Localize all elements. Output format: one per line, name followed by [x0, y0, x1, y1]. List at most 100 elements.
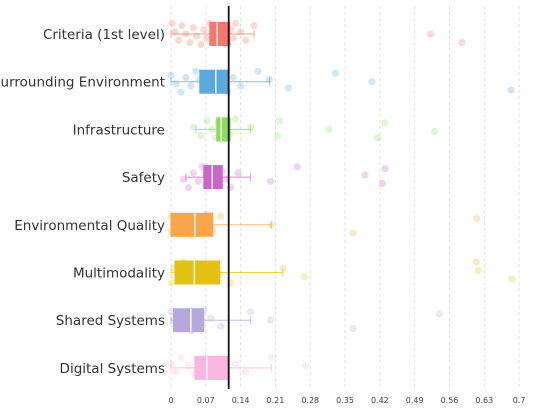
data-point	[426, 30, 435, 38]
data-point	[197, 132, 205, 140]
data-point	[458, 38, 466, 47]
data-point	[217, 322, 225, 331]
category-label: Shared Systems	[56, 313, 165, 329]
data-point	[167, 279, 175, 287]
x-tick-label: 0.35	[336, 396, 354, 405]
data-point	[378, 179, 386, 187]
x-tick-label: 0.42	[371, 396, 389, 405]
data-point	[241, 36, 250, 44]
boxes	[170, 22, 284, 380]
data-point	[217, 212, 225, 220]
category-label: Digital Systems	[60, 361, 165, 377]
category-label: Environmental Quality	[14, 218, 165, 234]
category-label: Criteria (1st level)	[43, 27, 165, 43]
data-point	[435, 310, 444, 318]
data-point	[189, 169, 197, 177]
box	[199, 69, 229, 94]
data-point	[174, 36, 183, 44]
data-point	[177, 88, 185, 96]
data-point	[178, 22, 186, 30]
data-point	[332, 69, 340, 77]
data-point	[273, 132, 282, 140]
data-point	[179, 175, 188, 183]
data-point	[507, 86, 515, 94]
data-point	[250, 22, 258, 30]
category-label: Multimodality	[73, 266, 165, 282]
data-point	[266, 316, 275, 324]
box	[203, 165, 223, 190]
data-point	[325, 125, 333, 133]
box	[170, 212, 214, 237]
x-tick-label: 0.28	[301, 396, 319, 405]
x-tick-label: 0.07	[197, 396, 215, 405]
box	[194, 355, 229, 380]
data-point	[266, 177, 275, 185]
category-label: Surrounding Environment	[0, 75, 165, 91]
data-point	[182, 73, 190, 82]
data-point	[167, 360, 175, 368]
data-point	[186, 38, 194, 47]
data-point	[284, 84, 292, 92]
category-label: Infrastructure	[73, 122, 165, 138]
data-point	[472, 258, 480, 266]
x-tick-label: 0.14	[232, 396, 250, 405]
data-point	[474, 266, 482, 274]
data-point	[234, 169, 242, 177]
box	[172, 308, 205, 333]
data-point	[203, 34, 211, 42]
data-point	[293, 163, 301, 171]
data-point	[473, 214, 481, 223]
x-axis-ticks: 0 0.07 0.14 0.21 0.28 0.35 0.42 0.49 0.56 0.63 0.7	[168, 396, 525, 405]
data-point	[241, 368, 250, 376]
data-point	[194, 177, 202, 185]
data-point	[192, 67, 200, 75]
data-point	[368, 78, 376, 86]
x-tick-label: 0.56	[441, 396, 459, 405]
data-point	[167, 308, 175, 316]
data-point	[373, 134, 381, 142]
data-point	[381, 119, 389, 127]
data-point	[229, 34, 237, 42]
data-point	[300, 273, 308, 281]
data-point	[349, 325, 357, 333]
data-point	[197, 40, 205, 49]
data-point	[203, 117, 211, 125]
data-point	[361, 171, 369, 179]
data-point	[381, 165, 389, 173]
data-point	[177, 353, 185, 361]
x-tick-label: 0.7	[513, 396, 526, 405]
data-point	[237, 82, 245, 90]
data-point	[187, 82, 195, 90]
data-point	[189, 123, 197, 131]
data-point	[267, 353, 276, 361]
data-point	[301, 362, 309, 370]
box	[216, 117, 231, 142]
data-point	[229, 73, 237, 82]
x-tick-label: 0	[168, 396, 173, 405]
grid-lines	[170, 6, 520, 389]
data-point	[246, 308, 255, 316]
data-point	[232, 115, 240, 123]
box	[174, 260, 221, 285]
data-point	[349, 229, 357, 237]
x-tick-label: 0.63	[475, 396, 493, 405]
data-point	[168, 19, 176, 28]
data-point	[279, 264, 287, 272]
data-point	[232, 19, 240, 28]
category-label: Safety	[122, 170, 165, 186]
category-labels: Criteria (1st level) Surrounding Environm…	[0, 27, 165, 377]
data-point	[254, 67, 262, 75]
data-point	[275, 117, 284, 125]
box	[209, 22, 231, 46]
x-tick-label: 0.49	[406, 396, 424, 405]
data-point	[167, 71, 175, 79]
data-point	[200, 26, 208, 34]
data-point	[430, 127, 439, 136]
data-point	[508, 275, 516, 283]
x-tick-label: 0.21	[267, 396, 285, 405]
data-point	[172, 368, 180, 376]
data-point	[232, 360, 240, 368]
data-point	[189, 24, 197, 32]
data-point	[184, 184, 193, 192]
